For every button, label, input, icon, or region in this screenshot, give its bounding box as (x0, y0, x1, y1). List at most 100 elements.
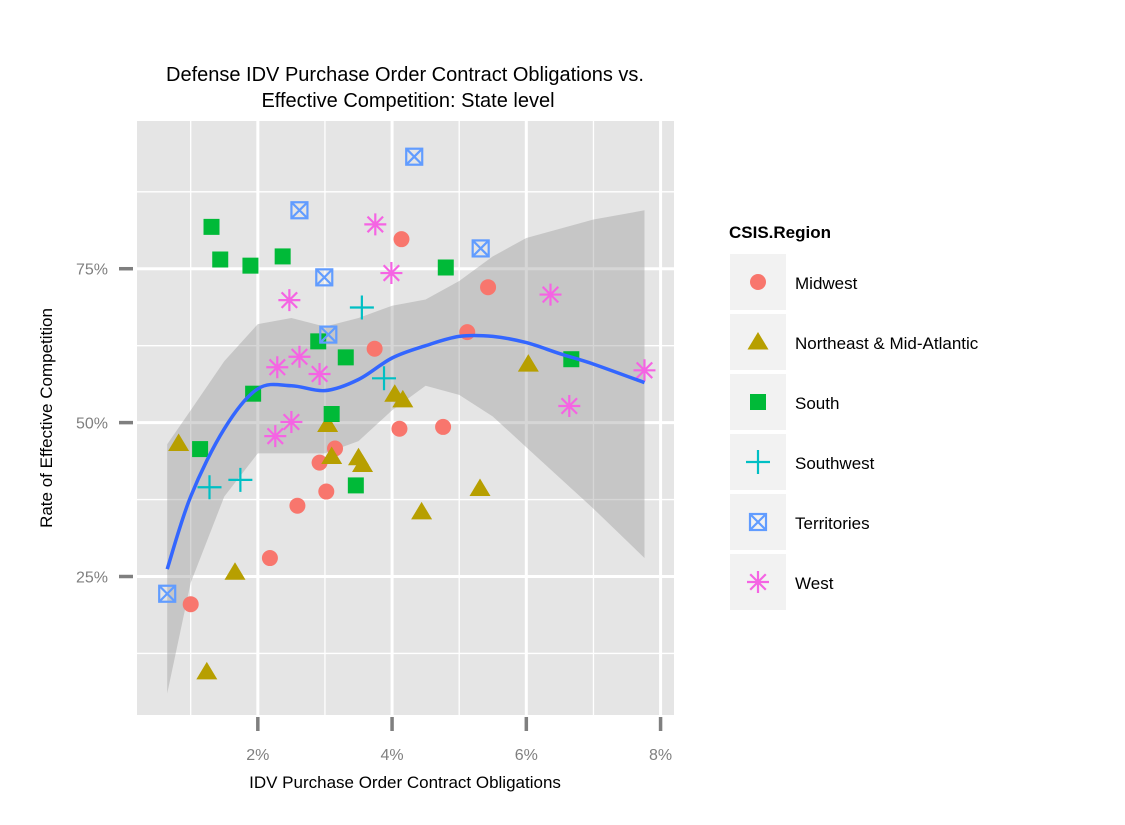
smooth-curve (165, 333, 646, 570)
y-tick-label: 50% (76, 416, 108, 433)
x-tick-label: 2% (246, 747, 269, 764)
point-south (242, 257, 259, 274)
point-south-mark (337, 349, 354, 366)
point-midwest-mark (261, 550, 278, 567)
point-southwest-mark (372, 366, 397, 391)
legend-label: Midwest (795, 274, 858, 293)
point-southwest (197, 475, 222, 500)
point-west-mark (380, 262, 403, 285)
point-territories-cross (319, 325, 338, 344)
legend-item-west: West (730, 554, 834, 610)
plot-panel (137, 121, 674, 715)
legend-key-west (747, 571, 769, 593)
y-tick-label: 25% (76, 570, 108, 587)
point-south (310, 333, 327, 350)
point-south-mark (242, 257, 259, 274)
point-midwest (182, 596, 199, 613)
point-midwest-mark (289, 497, 306, 514)
point-west-mark (364, 213, 387, 236)
point-south-mark (437, 259, 454, 276)
point-territories-box (290, 201, 309, 220)
point-southwest-mark (349, 295, 374, 320)
point-northeast-mid-atlantic (224, 562, 246, 580)
point-south (323, 405, 340, 422)
point-northeast-mid-atlantic (411, 501, 433, 520)
point-midwest (289, 497, 306, 514)
point-west (380, 262, 403, 285)
point-territories-cross (315, 268, 334, 287)
point-midwest-mark (311, 454, 328, 471)
point-southwest-mark (228, 467, 253, 492)
point-south (274, 248, 291, 265)
point-west (633, 359, 656, 382)
point-south (192, 441, 209, 458)
data-points (158, 147, 656, 680)
y-axis-title: Rate of Effective Competition (37, 308, 56, 528)
point-midwest (393, 231, 410, 248)
point-west (264, 425, 287, 448)
legend-key-midwest (750, 274, 766, 290)
legend-label: West (795, 574, 834, 593)
point-northeast-mid-atlantic-mark (317, 414, 339, 432)
point-midwest (311, 454, 328, 471)
point-northeast-mid-atlantic-mark (321, 446, 343, 464)
legend: Midwest Northeast & Mid-Atlantic South Sout… (730, 254, 979, 610)
point-midwest (480, 279, 497, 296)
point-midwest-mark (480, 279, 497, 296)
point-south-mark (323, 405, 340, 422)
point-midwest-mark (391, 420, 408, 437)
point-south-mark (203, 218, 220, 235)
legend-item-midwest: Midwest (730, 254, 858, 310)
axis-ticks: 2% 4% 6% 8% 25% 50% 75% (76, 262, 672, 764)
point-midwest-mark (435, 418, 452, 435)
x-axis-title: IDV Purchase Order Contract Obligations (249, 773, 561, 792)
legend-label: Southwest (795, 454, 875, 473)
legend-key-south-mark (750, 394, 766, 410)
point-west-mark (280, 411, 303, 434)
point-northeast-mid-atlantic-mark (352, 454, 374, 472)
point-south (347, 477, 364, 494)
point-west (558, 394, 581, 417)
confidence-band (167, 210, 645, 694)
point-territories-box (158, 584, 177, 603)
point-northeast-mid-atlantic (196, 661, 218, 680)
point-northeast-mid-atlantic (392, 389, 414, 408)
point-territories (405, 147, 424, 166)
point-territories-box (319, 325, 338, 344)
point-west (539, 283, 562, 306)
point-south-mark (192, 441, 209, 458)
legend-key-southwest-mark (746, 450, 770, 474)
point-northeast-mid-atlantic (168, 433, 190, 452)
point-west-mark (288, 345, 311, 368)
point-territories (290, 201, 309, 220)
point-northeast-mid-atlantic-mark (469, 478, 491, 496)
legend-title: CSIS.Region (729, 223, 831, 242)
point-south-mark (310, 333, 327, 350)
legend-key-southwest (746, 450, 770, 474)
grid-lines (137, 121, 674, 715)
x-tick-label: 6% (515, 747, 538, 764)
x-tick-label: 4% (381, 747, 404, 764)
legend-item-territories: Territories (730, 494, 870, 550)
point-south (212, 251, 229, 268)
legend-key-west-mark (747, 571, 769, 593)
point-northeast-mid-atlantic (352, 454, 374, 472)
legend-key-northeast-mid-atlantic (747, 332, 769, 350)
legend-key-territories (748, 512, 768, 532)
point-northeast-mid-atlantic (517, 354, 539, 372)
point-southwest (228, 467, 253, 492)
point-northeast-mid-atlantic-mark (411, 501, 433, 520)
point-west-mark (264, 425, 287, 448)
point-territories-cross (405, 147, 424, 166)
legend-item-southwest: Southwest (730, 434, 875, 490)
legend-key-south (750, 394, 766, 410)
point-territories-cross (471, 239, 490, 258)
point-midwest-mark (393, 231, 410, 248)
legend-label: Territories (795, 514, 870, 533)
point-territories-cross (290, 201, 309, 220)
point-northeast-mid-atlantic-mark (196, 661, 218, 680)
point-midwest-mark (366, 340, 383, 357)
point-midwest-mark (182, 596, 199, 613)
x-tick-label: 8% (649, 747, 672, 764)
point-south (203, 218, 220, 235)
